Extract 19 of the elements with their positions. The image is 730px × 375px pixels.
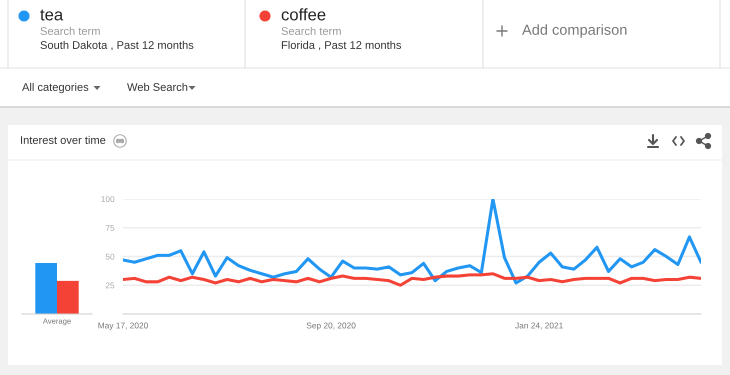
text: Add comparison: [522, 24, 626, 38]
x-tick-label: May 17, 2020: [98, 322, 148, 330]
y-tick-label: 25: [106, 282, 114, 288]
text: Web Search: [127, 82, 188, 91]
x-tick-label: Sep 20, 2020: [306, 322, 356, 330]
legend-label: tea: [40, 10, 64, 20]
text: Search term: [282, 26, 341, 35]
line-series: [123, 272, 701, 287]
y-tick-label: 100: [101, 196, 114, 202]
text: South Dakota , Past 12 months: [40, 40, 194, 50]
text: Search term: [40, 26, 100, 35]
text: All categories: [22, 82, 88, 94]
y-tick-label: 50: [106, 254, 114, 260]
legend-label: coffee: [282, 8, 326, 20]
text: Florida , Past 12 months: [282, 40, 402, 50]
chart-title: Interest over time: [21, 136, 106, 144]
x-tick-label: Jan 24, 2021: [515, 322, 563, 330]
line-series: [123, 199, 701, 284]
y-tick-label: 75: [106, 225, 114, 231]
